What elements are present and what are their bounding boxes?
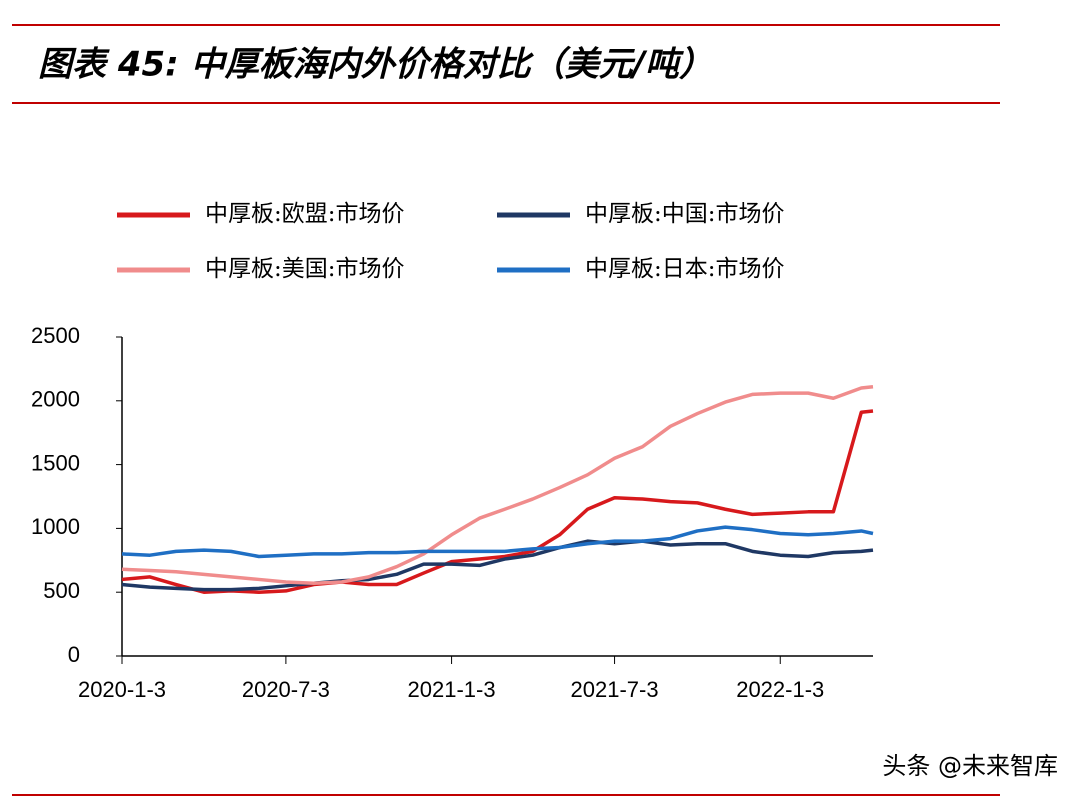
x-tick-label: 2021-1-3 — [408, 677, 496, 702]
series-line — [121, 525, 874, 559]
y-tick-label: 1000 — [31, 514, 80, 539]
y-tick-label: 2000 — [31, 387, 80, 412]
x-tick-label: 2020-1-3 — [78, 677, 166, 702]
watermark: 头条 @未来智库 — [882, 752, 1058, 780]
series-line — [121, 539, 874, 592]
series-line — [121, 409, 874, 594]
y-tick-label: 500 — [43, 578, 80, 603]
y-tick-label: 0 — [68, 642, 80, 667]
x-tick-label: 2021-7-3 — [571, 677, 659, 702]
y-tick-label: 1500 — [31, 450, 80, 475]
legend-label: 中厚板:中国:市场价 — [585, 201, 785, 227]
legend-label: 中厚板:美国:市场价 — [205, 256, 405, 282]
legend-label: 中厚板:日本:市场价 — [585, 256, 785, 282]
legend-label: 中厚板:欧盟:市场价 — [205, 201, 405, 227]
x-tick-label: 2022-1-3 — [736, 677, 824, 702]
series-line — [121, 385, 874, 586]
y-tick-label: 2500 — [31, 323, 80, 348]
x-tick-label: 2020-7-3 — [242, 677, 330, 702]
chart-title: 图表 45: 中厚板海内外价格对比（美元/吨） — [38, 45, 713, 85]
